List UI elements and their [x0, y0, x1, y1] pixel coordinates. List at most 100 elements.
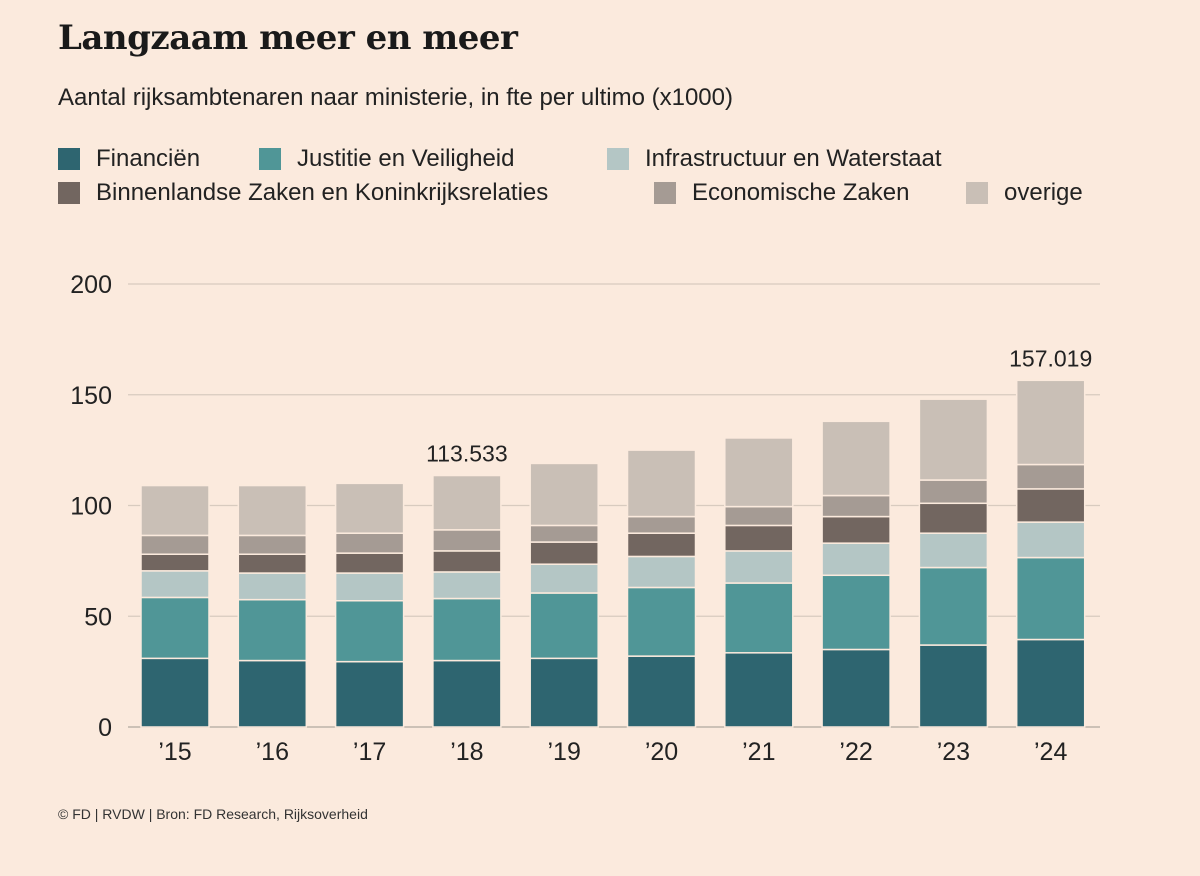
bar-segment-economische-zaken-1 [237, 534, 308, 555]
bar-segment-justitie-en-veiligheid-6 [724, 582, 794, 654]
bar-segment-economische-zaken-3 [432, 529, 502, 552]
data-label-9: 157.019 [1009, 345, 1092, 371]
bar-segment-economische-zaken-8 [918, 479, 989, 505]
bar-segment-binnenlandse-zaken-en-koninkrijksrelaties-9 [1015, 488, 1086, 523]
bar-segment-binnenlandse-zaken-en-koninkrijksrelaties-2 [334, 552, 405, 574]
bar-segment-financi-n-4 [529, 657, 599, 728]
legend-label-financien: Financiën [96, 145, 201, 172]
legend-label-justitie: Justitie en Veiligheid [297, 145, 515, 172]
y-tick-label-100: 100 [70, 493, 112, 521]
bar-segment-financi-n-6 [724, 652, 794, 728]
x-tick-label-9: ’24 [1034, 738, 1067, 766]
bar-segment-infrastructuur-en-waterstaat-4 [529, 563, 599, 594]
legend-item-infrastructuur: Infrastructuur en Waterstaat [607, 144, 942, 174]
legend-swatch-overige [966, 182, 988, 204]
bar-segment-binnenlandse-zaken-en-koninkrijksrelaties-3 [432, 550, 502, 573]
bar-segment-infrastructuur-en-waterstaat-5 [626, 555, 697, 589]
bar-segment-overige-5 [626, 449, 697, 518]
x-tick-label-6: ’21 [742, 738, 775, 766]
bar-segment-financi-n-8 [918, 644, 989, 728]
data-label-3: 113.533 [426, 441, 507, 467]
bar-segment-infrastructuur-en-waterstaat-7 [821, 542, 891, 577]
bar-segment-infrastructuur-en-waterstaat-1 [237, 572, 308, 601]
legend-item-economische-zaken: Economische Zaken [654, 178, 909, 208]
bar-segment-economische-zaken-9 [1015, 463, 1086, 490]
bar-segment-justitie-en-veiligheid-8 [918, 566, 989, 646]
bar-segment-binnenlandse-zaken-en-koninkrijksrelaties-5 [626, 532, 697, 558]
legend-item-financien: Financiën [58, 144, 200, 174]
bar-segment-overige-6 [724, 437, 794, 508]
legend-swatch-justitie [259, 148, 281, 170]
bar-segment-financi-n-9 [1015, 638, 1086, 728]
legend-label-binnenlandse-zaken: Binnenlandse Zaken en Koninkrijksrelatie… [96, 179, 549, 206]
bar-segment-justitie-en-veiligheid-7 [821, 574, 891, 651]
x-tick-label-3: ’18 [450, 738, 483, 766]
x-tick-label-1: ’16 [256, 738, 289, 766]
bar-segment-justitie-en-veiligheid-0 [140, 596, 210, 660]
y-tick-label-0: 0 [98, 714, 112, 742]
legend-swatch-binnenlandse-zaken [58, 182, 80, 204]
bar-segment-binnenlandse-zaken-en-koninkrijksrelaties-8 [918, 502, 989, 534]
bar-segment-binnenlandse-zaken-en-koninkrijksrelaties-6 [724, 524, 794, 552]
x-tick-label-7: ’22 [839, 738, 872, 766]
bar-segment-economische-zaken-4 [529, 524, 599, 543]
legend-item-overige: overige [966, 178, 1083, 208]
bar-segment-overige-7 [821, 420, 891, 497]
bar-segment-binnenlandse-zaken-en-koninkrijksrelaties-1 [237, 553, 308, 574]
bar-segment-financi-n-2 [334, 660, 405, 728]
legend-swatch-economische-zaken [654, 182, 676, 204]
bar-segment-overige-2 [334, 482, 405, 534]
x-tick-label-2: ’17 [353, 738, 386, 766]
legend-swatch-financien [58, 148, 80, 170]
bar-segment-binnenlandse-zaken-en-koninkrijksrelaties-4 [529, 541, 599, 565]
data-labels: 113.533 157.019 [426, 345, 1092, 466]
x-tick-label-8: ’23 [937, 738, 970, 766]
bar-segment-overige-0 [140, 484, 210, 537]
bar-segment-overige-3 [432, 474, 502, 531]
legend-label-economische-zaken: Economische Zaken [692, 179, 910, 206]
bar-segment-binnenlandse-zaken-en-koninkrijksrelaties-7 [821, 515, 891, 544]
bar-segment-justitie-en-veiligheid-9 [1015, 556, 1086, 641]
bar-segment-overige-8 [918, 398, 989, 481]
source-note: © FD | RVDW | Bron: FD Research, Rijksov… [58, 806, 368, 822]
bar-segment-justitie-en-veiligheid-1 [237, 598, 308, 662]
x-tick-label-0: ’15 [158, 738, 191, 766]
bar-segment-justitie-en-veiligheid-2 [334, 599, 405, 663]
y-axis-ticks: 0 50 100 150 200 [70, 271, 112, 742]
legend-label-overige: overige [1004, 179, 1083, 206]
y-tick-label-50: 50 [84, 603, 112, 631]
bar-segment-financi-n-1 [237, 659, 308, 728]
legend-swatch-infrastructuur [607, 148, 629, 170]
y-tick-label-200: 200 [70, 271, 112, 299]
chart-title: Langzaam meer en meer [58, 18, 518, 58]
bar-segment-infrastructuur-en-waterstaat-3 [432, 571, 502, 600]
bar-segment-infrastructuur-en-waterstaat-9 [1015, 521, 1086, 559]
chart-subtitle: Aantal rijksambtenaren naar ministerie, … [58, 84, 733, 111]
bar-segment-overige-9 [1015, 379, 1086, 466]
bar-segment-justitie-en-veiligheid-4 [529, 592, 599, 660]
x-tick-label-5: ’20 [645, 738, 678, 766]
bar-segment-infrastructuur-en-waterstaat-2 [334, 572, 405, 602]
y-tick-label-150: 150 [70, 382, 112, 410]
bar-segment-overige-1 [237, 484, 308, 537]
bar-segment-financi-n-3 [432, 659, 502, 728]
bar-segment-economische-zaken-7 [821, 494, 891, 518]
bar-segment-economische-zaken-5 [626, 515, 697, 534]
legend-item-binnenlandse-zaken: Binnenlandse Zaken en Koninkrijksrelatie… [58, 178, 548, 208]
bar-segment-binnenlandse-zaken-en-koninkrijksrelaties-0 [140, 553, 210, 572]
bar-segment-overige-4 [529, 462, 599, 527]
bar-segment-justitie-en-veiligheid-3 [432, 597, 502, 662]
x-tick-label-4: ’19 [548, 738, 581, 766]
bar-segment-financi-n-5 [626, 655, 697, 728]
bar-segment-financi-n-0 [140, 657, 210, 728]
bar-segment-infrastructuur-en-waterstaat-0 [140, 570, 210, 599]
bars [140, 379, 1086, 728]
x-axis-ticks: ’15 ’16 ’17 ’18 ’19 ’20 ’21 ’22 ’23 ’24 [158, 738, 1067, 766]
legend-item-justitie: Justitie en Veiligheid [259, 144, 514, 174]
bar-segment-economische-zaken-0 [140, 534, 210, 555]
bar-segment-financi-n-7 [821, 648, 891, 728]
bar-segment-infrastructuur-en-waterstaat-8 [918, 532, 989, 569]
legend-label-infrastructuur: Infrastructuur en Waterstaat [645, 145, 942, 172]
bar-segment-justitie-en-veiligheid-5 [626, 586, 697, 657]
bar-segment-infrastructuur-en-waterstaat-6 [724, 550, 794, 584]
